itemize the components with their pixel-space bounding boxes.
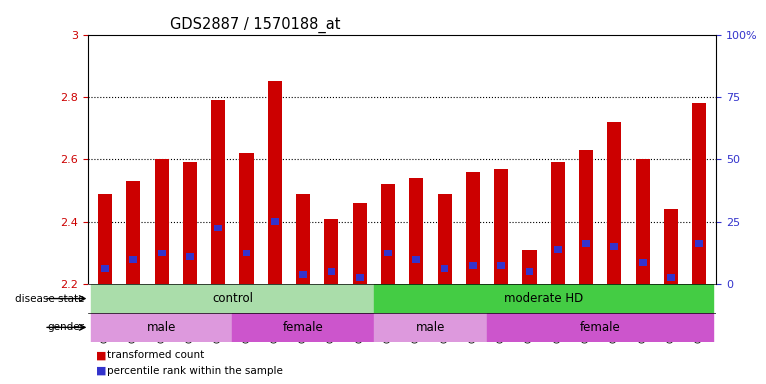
Text: disease state: disease state bbox=[15, 293, 84, 304]
Bar bbox=[243, 250, 250, 257]
Bar bbox=[186, 253, 194, 260]
Bar bbox=[607, 122, 621, 284]
Text: ■: ■ bbox=[96, 350, 106, 360]
Bar bbox=[611, 243, 618, 250]
Bar bbox=[466, 172, 480, 284]
Bar bbox=[211, 100, 225, 284]
Bar bbox=[91, 313, 232, 342]
Bar bbox=[381, 184, 395, 284]
Bar bbox=[412, 256, 421, 263]
Text: female: female bbox=[283, 321, 323, 334]
Text: male: male bbox=[147, 321, 176, 334]
Text: male: male bbox=[416, 321, 445, 334]
Bar bbox=[440, 265, 448, 272]
Bar bbox=[214, 225, 222, 232]
Bar bbox=[129, 256, 137, 263]
Bar bbox=[522, 250, 536, 284]
Bar bbox=[551, 162, 565, 284]
Bar bbox=[494, 169, 509, 284]
Bar bbox=[525, 268, 533, 275]
Bar bbox=[296, 194, 310, 284]
Text: female: female bbox=[580, 321, 620, 334]
Bar bbox=[696, 240, 703, 247]
Bar bbox=[636, 159, 650, 284]
Bar bbox=[352, 203, 367, 284]
Bar bbox=[374, 313, 487, 342]
Bar bbox=[497, 262, 505, 269]
Text: GDS2887 / 1570188_at: GDS2887 / 1570188_at bbox=[170, 17, 340, 33]
Bar bbox=[667, 275, 675, 281]
Bar bbox=[582, 240, 590, 247]
Text: control: control bbox=[212, 292, 253, 305]
Bar bbox=[639, 259, 647, 266]
Bar bbox=[101, 265, 109, 272]
Bar bbox=[240, 153, 254, 284]
Bar bbox=[328, 268, 336, 275]
Bar bbox=[232, 313, 374, 342]
Bar bbox=[183, 162, 197, 284]
Bar bbox=[664, 209, 678, 284]
Bar bbox=[374, 284, 713, 313]
Text: transformed count: transformed count bbox=[107, 350, 205, 360]
Bar bbox=[554, 247, 561, 253]
Bar bbox=[126, 181, 140, 284]
Bar bbox=[324, 218, 339, 284]
Bar bbox=[469, 262, 476, 269]
Bar bbox=[487, 313, 713, 342]
Bar bbox=[384, 250, 392, 257]
Bar bbox=[98, 194, 112, 284]
Bar bbox=[409, 178, 424, 284]
Bar bbox=[91, 284, 374, 313]
Bar bbox=[271, 218, 279, 225]
Text: percentile rank within the sample: percentile rank within the sample bbox=[107, 366, 283, 376]
Text: ■: ■ bbox=[96, 366, 106, 376]
Bar bbox=[268, 81, 282, 284]
Bar bbox=[579, 150, 593, 284]
Bar bbox=[692, 103, 706, 284]
Bar bbox=[300, 271, 307, 278]
Bar bbox=[437, 194, 452, 284]
Bar bbox=[356, 275, 364, 281]
Text: moderate HD: moderate HD bbox=[504, 292, 583, 305]
Text: gender: gender bbox=[47, 322, 84, 333]
Bar bbox=[158, 250, 165, 257]
Bar bbox=[155, 159, 169, 284]
